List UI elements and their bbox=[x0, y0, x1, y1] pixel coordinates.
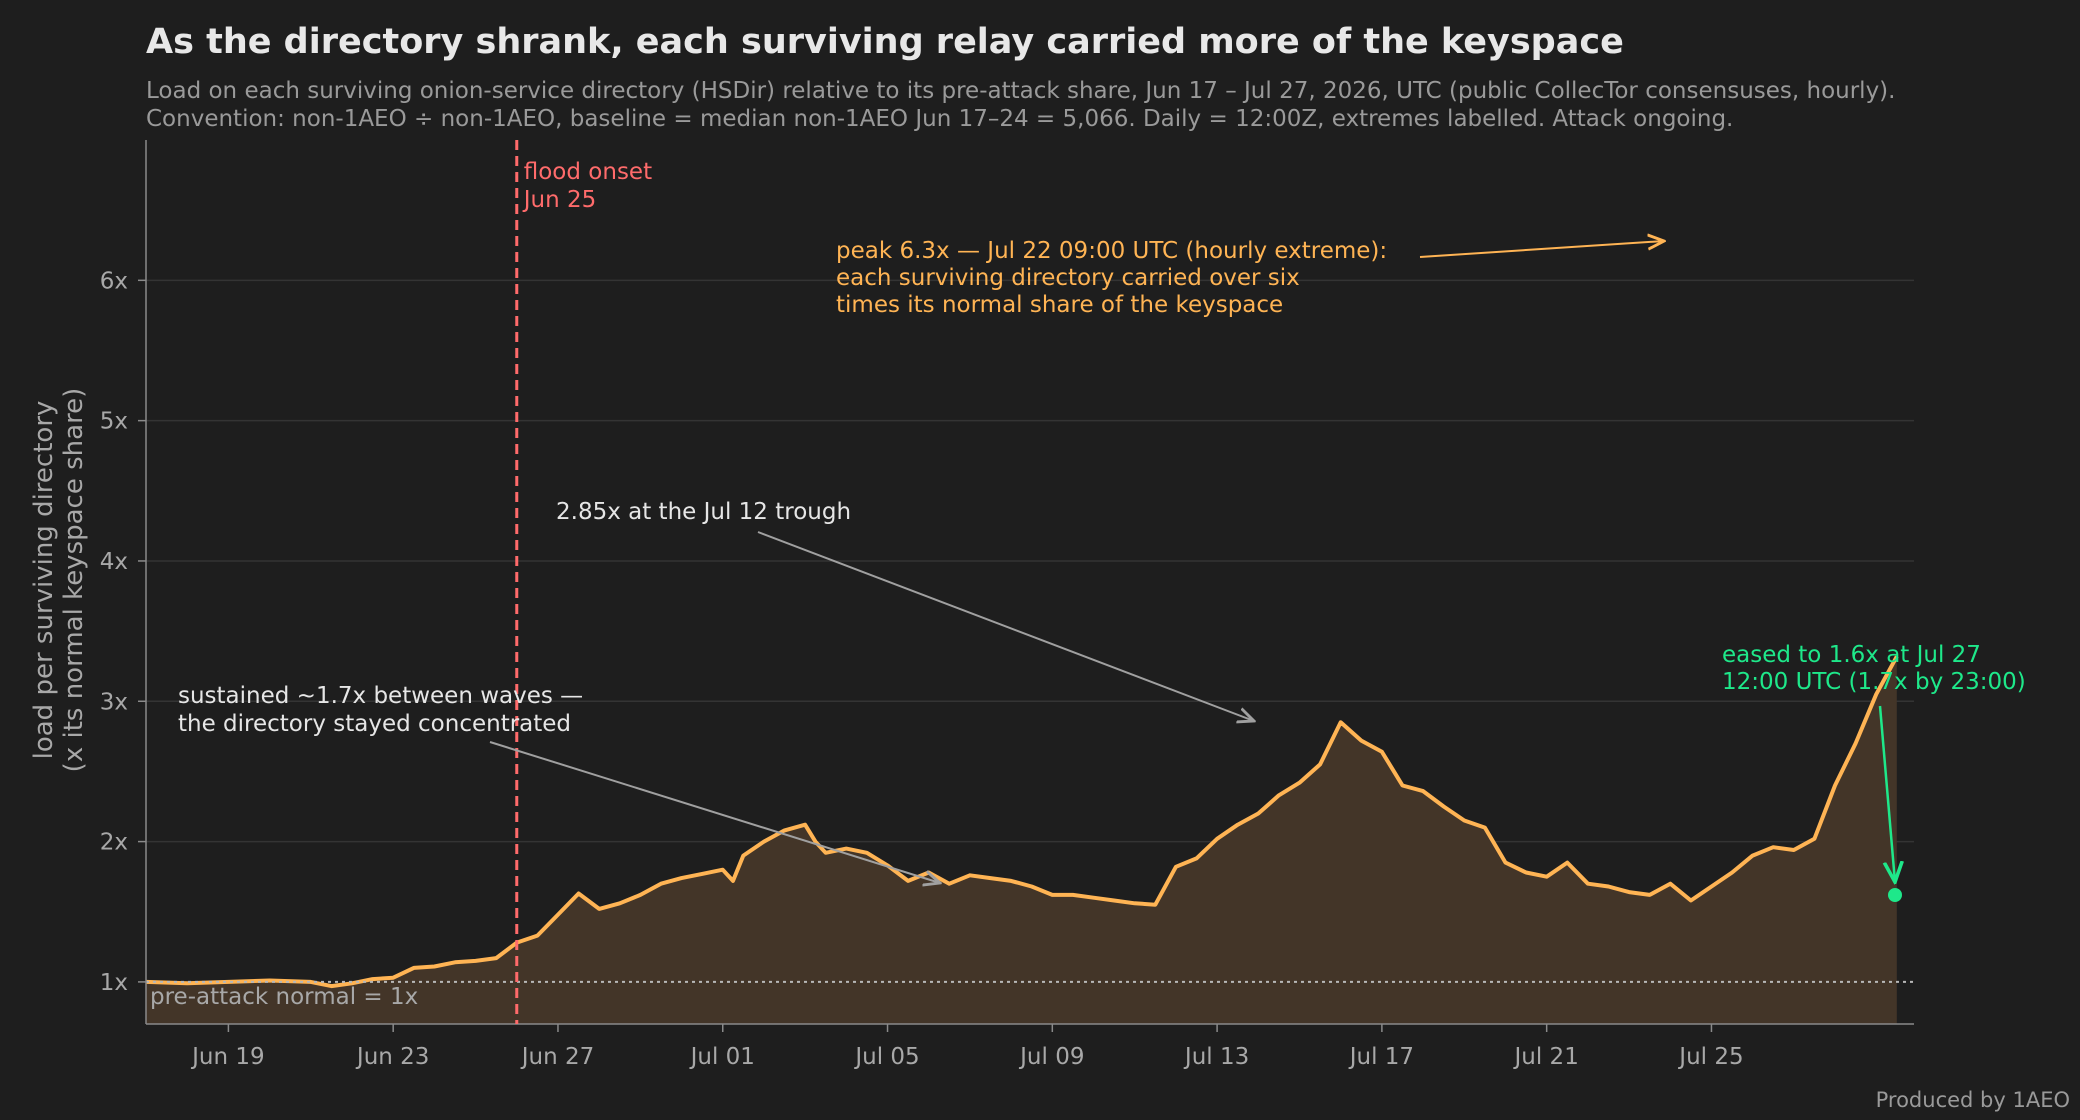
chart-subtitle: Load on each surviving onion-service dir… bbox=[146, 78, 1896, 132]
chart-title: As the directory shrank, each surviving … bbox=[146, 22, 1624, 62]
trough-annotation: 2.85x at the Jul 12 trough bbox=[556, 499, 851, 525]
credit-text: Produced by 1AEO bbox=[1875, 1088, 2070, 1112]
series-area bbox=[146, 656, 1897, 1024]
series-line bbox=[145, 655, 1899, 989]
x-tick-label: Jul 05 bbox=[853, 1044, 919, 1070]
eased-point-marker bbox=[1888, 888, 1902, 902]
peak-arrow bbox=[1419, 241, 1664, 258]
eased-annotation: eased to 1.6x at Jul 27 12:00 UTC (1.7x b… bbox=[1722, 642, 2026, 695]
eased-arrow bbox=[1878, 705, 1895, 882]
y-tick-label: 3x bbox=[100, 689, 128, 715]
sustained-arrow bbox=[489, 741, 940, 883]
x-tick-label: Jul 13 bbox=[1183, 1044, 1249, 1070]
x-tick-label: Jul 25 bbox=[1677, 1044, 1743, 1070]
y-tick-label: 6x bbox=[100, 268, 128, 294]
y-tick-label: 5x bbox=[100, 409, 128, 435]
y-tick-label: 2x bbox=[100, 830, 128, 856]
x-tick-label: Jul 17 bbox=[1348, 1044, 1414, 1070]
x-tick-label: Jul 21 bbox=[1513, 1044, 1579, 1070]
y-tick-label: 4x bbox=[100, 549, 128, 575]
x-tick-label: Jul 09 bbox=[1018, 1044, 1084, 1070]
y-axis-label: load per surviving directory(x its norma… bbox=[29, 388, 89, 773]
y-tick-label: 1x bbox=[100, 970, 128, 996]
x-tick-label: Jun 23 bbox=[355, 1044, 430, 1070]
sustained-annotation: sustained ~1.7x between waves — the direc… bbox=[178, 683, 583, 737]
flood-onset-label: flood onset Jun 25 bbox=[522, 159, 652, 213]
baseline-label: pre-attack normal = 1x bbox=[150, 984, 418, 1010]
trough-arrow bbox=[757, 531, 1254, 721]
peak-annotation: peak 6.3x — Jul 22 09:00 UTC (hourly ext… bbox=[836, 238, 1387, 318]
x-tick-label: Jun 27 bbox=[520, 1044, 595, 1070]
x-tick-label: Jul 01 bbox=[689, 1044, 755, 1070]
x-tick-label: Jun 19 bbox=[190, 1044, 265, 1070]
